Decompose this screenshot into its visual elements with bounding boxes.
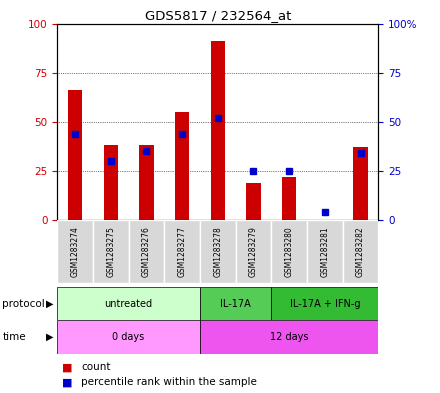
Bar (271, 220, 307, 283)
Bar (353, 147, 368, 220)
Text: GSM1283280: GSM1283280 (285, 226, 293, 277)
Text: 12 days: 12 days (270, 332, 308, 342)
Text: GSM1283277: GSM1283277 (178, 226, 187, 277)
Text: untreated: untreated (105, 299, 153, 309)
Bar (57, 287, 200, 320)
Text: GSM1283282: GSM1283282 (356, 226, 365, 277)
Bar (271, 287, 378, 320)
Text: GSM1283275: GSM1283275 (106, 226, 115, 277)
Text: percentile rank within the sample: percentile rank within the sample (81, 377, 257, 387)
Bar (307, 220, 343, 283)
Text: time: time (2, 332, 26, 342)
Bar (211, 41, 225, 220)
Bar (139, 145, 154, 220)
Bar (68, 90, 82, 220)
Bar (57, 320, 200, 354)
Title: GDS5817 / 232564_at: GDS5817 / 232564_at (145, 9, 291, 22)
Text: protocol: protocol (2, 299, 45, 309)
Text: count: count (81, 362, 111, 373)
Bar (57, 220, 93, 283)
Text: GSM1283276: GSM1283276 (142, 226, 151, 277)
Bar (164, 220, 200, 283)
Text: GSM1283281: GSM1283281 (320, 226, 330, 277)
Bar (175, 112, 189, 220)
Text: ▶: ▶ (46, 299, 54, 309)
Bar (282, 177, 296, 220)
Text: IL-17A + IFN-g: IL-17A + IFN-g (290, 299, 360, 309)
Bar (200, 287, 271, 320)
Text: ■: ■ (62, 362, 72, 373)
Bar (103, 145, 118, 220)
Bar (236, 220, 271, 283)
Text: GSM1283279: GSM1283279 (249, 226, 258, 277)
Text: GSM1283278: GSM1283278 (213, 226, 222, 277)
Bar (246, 183, 260, 220)
Text: 0 days: 0 days (113, 332, 145, 342)
Bar (93, 220, 128, 283)
Bar (200, 320, 378, 354)
Bar (128, 220, 164, 283)
Text: ■: ■ (62, 377, 72, 387)
Text: GSM1283274: GSM1283274 (70, 226, 80, 277)
Text: ▶: ▶ (46, 332, 54, 342)
Text: IL-17A: IL-17A (220, 299, 251, 309)
Bar (200, 220, 236, 283)
Bar (343, 220, 378, 283)
